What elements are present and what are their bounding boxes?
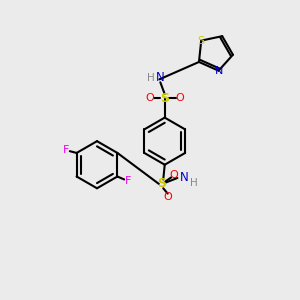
Text: O: O (163, 192, 172, 202)
Text: O: O (175, 94, 184, 103)
Text: H: H (147, 73, 154, 83)
Text: H: H (190, 178, 198, 188)
Text: O: O (170, 170, 178, 180)
Text: N: N (156, 71, 165, 84)
Text: S: S (157, 177, 166, 190)
Text: S: S (160, 92, 169, 105)
Text: N: N (214, 66, 223, 76)
Text: N: N (180, 172, 189, 184)
Text: F: F (124, 176, 131, 186)
Text: S: S (198, 36, 205, 46)
Text: F: F (63, 145, 70, 155)
Text: O: O (146, 94, 154, 103)
